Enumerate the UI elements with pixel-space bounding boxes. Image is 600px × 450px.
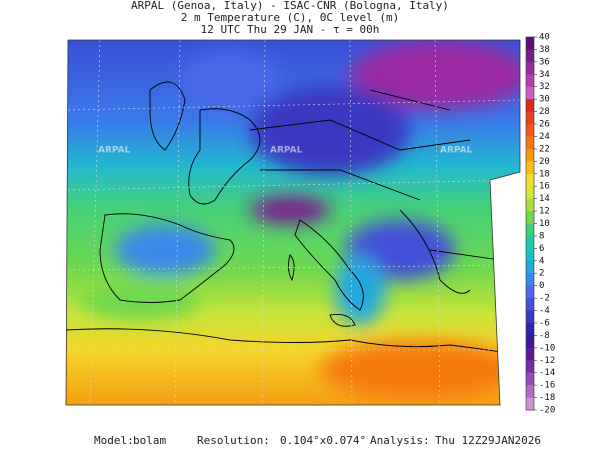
colorbar-segment	[526, 298, 534, 312]
watermark: ARPAL	[98, 406, 131, 416]
colorbar-segment	[526, 273, 534, 287]
colorbar-tick-label: 26	[539, 120, 550, 130]
colorbar-tick-label: 22	[539, 144, 550, 154]
colorbar: 4038363432302826242220181614121086420-2-…	[525, 33, 555, 416]
colorbar-segment	[526, 335, 534, 349]
colorbar-tick-label: -12	[539, 356, 555, 366]
colorbar-tick-label: 34	[539, 70, 550, 80]
temperature-field	[66, 40, 520, 405]
colorbar-tick-label: 4	[539, 256, 544, 266]
colorbar-segment	[526, 198, 534, 212]
colorbar-tick-label: 12	[539, 207, 550, 217]
colorbar-segment	[526, 385, 534, 399]
colorbar-tick-label: 30	[539, 95, 550, 105]
domain-border	[65, 39, 521, 406]
colorbar-tick-label: -10	[539, 343, 555, 353]
header-line: 12 UTC Thu 29 JAN - τ = 00h	[201, 23, 380, 36]
colorbar-segment	[526, 161, 534, 175]
footer-label: Resolution:	[197, 434, 270, 447]
watermark: ARPAL	[440, 146, 473, 156]
colorbar-segment	[526, 310, 534, 324]
colorbar-segment	[526, 173, 534, 187]
colorbar-segment	[526, 248, 534, 262]
colorbar-segment	[526, 148, 534, 162]
header-line: ARPAL (Genoa, Italy) - ISAC-CNR (Bologna…	[131, 0, 449, 12]
footer-value: 0.104°x0.074°	[280, 434, 366, 447]
watermark: ARPAL	[270, 406, 303, 416]
colorbar-tick-label: 2	[539, 269, 544, 279]
colorbar-segment	[526, 285, 534, 299]
watermark: ARPAL	[440, 406, 473, 416]
colorbar-tick-label: 20	[539, 157, 550, 167]
colorbar-segment	[526, 37, 534, 50]
colorbar-segment	[526, 74, 534, 88]
colorbar-tick-label: -4	[539, 306, 550, 316]
colorbar-segment	[526, 260, 534, 274]
colorbar-tick-label: 6	[539, 244, 544, 254]
colorbar-tick-label: 16	[539, 182, 550, 192]
colorbar-tick-label: -20	[539, 406, 555, 416]
header-line: 2 m Temperature (C), 0C level (m)	[181, 11, 400, 24]
colorbar-tick-label: -6	[539, 318, 550, 328]
footer-value: Thu 12Z29JAN2026	[435, 434, 541, 447]
footer: Model: bolam Resolution: 0.104°x0.074° Analy…	[94, 434, 541, 447]
colorbar-segment	[526, 211, 534, 224]
colorbar-segment	[526, 124, 534, 137]
colorbar-segment	[526, 186, 534, 200]
colorbar-segment	[526, 235, 534, 249]
colorbar-segment	[526, 223, 534, 237]
colorbar-tick-label: 32	[539, 82, 550, 92]
colorbar-segment	[526, 372, 534, 386]
colorbar-segment	[526, 99, 534, 113]
colorbar-tick-label: 36	[539, 57, 550, 67]
colorbar-segment	[526, 61, 534, 75]
colorbar-tick-label: 0	[539, 281, 544, 291]
colorbar-segment	[526, 322, 534, 336]
colorbar-tick-label: -8	[539, 331, 550, 341]
colorbar-tick-label: 8	[539, 231, 544, 241]
watermark: ARPAL	[98, 146, 131, 156]
colorbar-tick-label: 38	[539, 45, 550, 55]
colorbar-tick-label: -14	[539, 368, 555, 378]
colorbar-tick-label: 14	[539, 194, 550, 204]
colorbar-tick-label: 28	[539, 107, 550, 117]
colorbar-tick-label: 10	[539, 219, 550, 229]
colorbar-tick-label: 18	[539, 169, 550, 179]
colorbar-segment	[526, 86, 534, 100]
colorbar-segment	[526, 111, 534, 125]
colorbar-segment	[526, 347, 534, 361]
footer-label: Analysis:	[370, 434, 430, 447]
colorbar-tick-label: -2	[539, 294, 550, 304]
footer-value: bolam	[133, 434, 166, 447]
colorbar-segment	[526, 49, 534, 63]
colorbar-tick-label: 40	[539, 33, 550, 43]
colorbar-tick-label: 24	[539, 132, 550, 142]
colorbar-tick-label: -16	[539, 381, 555, 391]
colorbar-segment	[526, 397, 534, 411]
colorbar-segment	[526, 136, 534, 150]
footer-label: Model:	[94, 434, 134, 447]
colorbar-tick-label: -18	[539, 393, 555, 403]
watermark: ARPAL	[270, 146, 303, 156]
colorbar-segment	[526, 360, 534, 374]
